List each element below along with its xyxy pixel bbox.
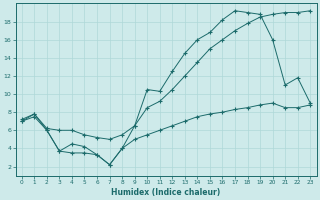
X-axis label: Humidex (Indice chaleur): Humidex (Indice chaleur) — [111, 188, 221, 197]
